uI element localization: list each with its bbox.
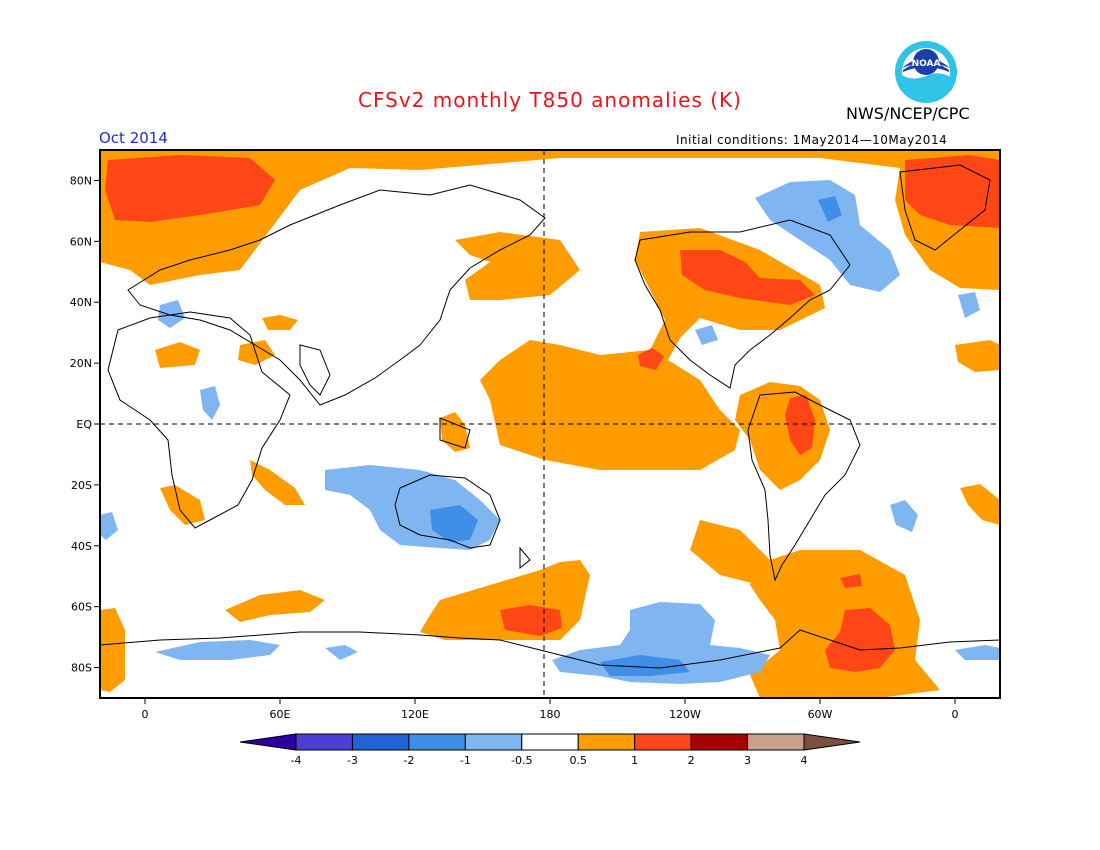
lat-tick-label: 60N xyxy=(70,235,92,248)
colorbar-level-label: 1 xyxy=(631,754,638,767)
lon-tick-label: 60E xyxy=(270,708,291,721)
moderate-negative-anomaly-regions xyxy=(430,196,842,676)
lon-tick-label: 120W xyxy=(669,708,701,721)
lon-tick-label: 0 xyxy=(952,708,959,721)
organization-label: NWS/NCEP/CPC xyxy=(846,104,970,123)
colorbar-swatch xyxy=(521,733,579,751)
colorbar-swatch xyxy=(408,733,466,751)
lat-tick-label: 20N xyxy=(70,357,92,370)
noaa-logo: NOAA xyxy=(894,40,958,104)
lat-tick-label: 40N xyxy=(70,296,92,309)
colorbar-swatch xyxy=(577,733,636,751)
colorbar-level-label: 4 xyxy=(801,754,808,767)
forecast-month: Oct 2014 xyxy=(99,129,168,147)
lat-tick-label: 80N xyxy=(70,174,92,187)
colorbar-level-label: -4 xyxy=(291,754,302,767)
lon-tick-label: 60W xyxy=(808,708,833,721)
coastlines xyxy=(100,164,1000,669)
lat-tick-label: 80S xyxy=(71,662,92,675)
colorbar-level-label: -1 xyxy=(460,754,471,767)
colorbar-swatch xyxy=(747,733,805,751)
colorbar-level-label: 2 xyxy=(688,754,695,767)
colorbar-level-label: -2 xyxy=(403,754,414,767)
lat-tick-label: 60S xyxy=(71,601,92,614)
longitude-axis: 0 60E 120E 180 120W 60W 0 xyxy=(142,698,959,721)
colorbar-level-label: -3 xyxy=(347,754,358,767)
logo-text: NOAA xyxy=(912,59,941,69)
initial-conditions: Initial conditions: 1May2014—10May2014 xyxy=(676,133,948,147)
colorbar-swatch xyxy=(295,733,353,751)
colorbar: -4 -3 -2 -1 -0.5 0.5 1 2 3 4 xyxy=(239,733,861,767)
colorbar-level-label: 0.5 xyxy=(569,754,587,767)
lon-tick-label: 180 xyxy=(540,708,561,721)
lat-tick-label: EQ xyxy=(76,418,92,431)
colorbar-swatch xyxy=(690,733,749,751)
lon-tick-label: 120E xyxy=(401,708,429,721)
colorbar-swatch xyxy=(464,733,523,751)
colorbar-level-label: 3 xyxy=(744,754,751,767)
latitude-axis: 80N 60N 40N 20N EQ 20S 40S 60S 80S xyxy=(70,174,100,675)
colorbar-max-arrow xyxy=(803,733,861,751)
colorbar-level-label: -0.5 xyxy=(511,754,532,767)
lon-tick-label: 0 xyxy=(142,708,149,721)
colorbar-swatch xyxy=(634,733,692,751)
lat-tick-label: 20S xyxy=(71,479,92,492)
colorbar-min-arrow xyxy=(239,733,297,751)
lat-tick-label: 40S xyxy=(71,540,92,553)
colorbar-swatch xyxy=(351,733,410,751)
chart-title: CFSv2 monthly T850 anomalies (K) xyxy=(358,88,742,112)
